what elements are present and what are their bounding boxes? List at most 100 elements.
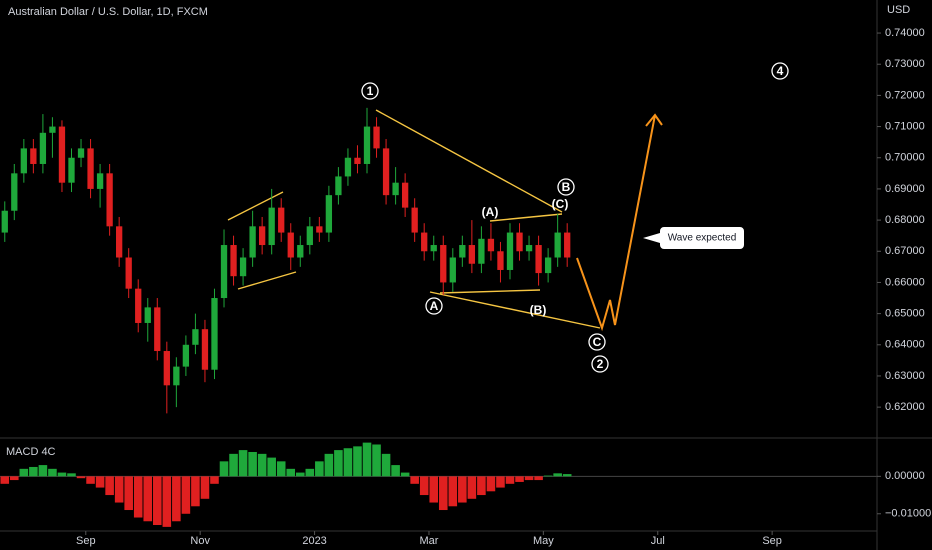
candle-body [68,157,75,183]
candle-body [96,173,104,189]
candle-body [1,210,8,233]
histogram-bar [477,476,486,496]
histogram-bar [181,476,191,514]
candle-body [354,157,361,164]
histogram-bar [229,453,238,477]
drawings [227,109,744,332]
histogram-bar [381,453,391,477]
histogram-bar [248,451,257,477]
histogram-bar [143,476,153,522]
callout-text: Wave expected [668,233,737,244]
y-tick-label: 0.00000 [885,470,925,482]
histogram-bar [276,461,286,477]
histogram-bar [95,476,105,488]
histogram-bar [486,476,496,492]
wave-label: (B) [530,303,547,317]
candle-body [440,245,447,283]
candle-body [392,182,399,196]
y-tick-label: 0.65000 [885,308,925,320]
candle-body [77,148,85,158]
trendline [237,271,297,290]
candle-body [58,126,66,183]
candle-body [516,232,523,252]
candle-body [220,245,228,299]
histogram-bar [200,476,210,499]
candle-body [316,226,323,233]
y-tick-label: −0.01000 [885,508,931,520]
wave-label: B [562,180,571,194]
candle-body [373,126,380,149]
histogram-bar [315,461,324,477]
x-tick-label: Nov [190,535,210,547]
candle-body [401,182,409,208]
projection-path [576,114,656,332]
histogram-bar [324,453,334,477]
wave-label: (C) [552,197,569,211]
candle-body [249,226,256,258]
wave-label: (A) [482,205,499,219]
candle-body [239,257,247,277]
candle-body [344,157,352,177]
histogram-bar [553,473,562,477]
unit-label: USD [887,4,910,16]
histogram-bar [353,446,362,477]
histogram-bar [48,468,57,477]
histogram-bar [38,465,48,477]
x-tick-label: Sep [762,535,782,547]
candle-body [325,195,333,233]
trendline [439,289,541,294]
wave-label: C [593,335,602,349]
y-tick-label: 0.62000 [885,401,925,413]
projection-arrow [645,113,663,127]
candle-body [363,126,371,164]
y-tick-label: 0.64000 [885,339,925,351]
y-tick-label: 0.72000 [885,89,925,101]
candle-body [259,226,266,246]
histogram-bar [505,476,515,484]
histogram-bar [286,468,296,477]
histogram-bar [57,472,67,477]
candle-body [506,232,514,270]
candle-body [335,176,342,196]
candle-body [421,232,428,252]
annotation-circle [361,82,379,100]
y-tick-label: 0.74000 [885,27,925,39]
chart-title: Australian Dollar / U.S. Dollar, 1D, FXC… [8,6,208,18]
candle-body [544,257,552,274]
candle-body [87,148,94,189]
y-tick-label: 0.66000 [885,276,925,288]
candle-body [30,148,37,164]
histogram-bar [438,476,448,511]
candle-body [411,207,418,233]
candle-body [487,238,495,252]
histogram-bar [419,476,429,496]
histogram-bar [191,476,200,507]
histogram-bar [152,476,162,526]
histogram-bar [467,476,477,499]
y-tick-label: 0.68000 [885,214,925,226]
y-tick-label: 0.63000 [885,370,925,382]
y-tick-label: 0.69000 [885,183,925,195]
histogram-bar [0,476,10,484]
candle-body [182,344,190,367]
x-tick-label: Jul [651,535,665,547]
candle-body [382,148,390,196]
histogram-bar [210,476,219,484]
candle-body [535,245,542,274]
histogram-bar [343,448,353,477]
histogram-bar [76,476,86,479]
candle-body [154,307,161,352]
candle-body [125,257,132,289]
candle-body [201,329,209,370]
annotation-circle [425,297,443,315]
trendline [489,213,563,222]
histogram-bar [524,476,534,481]
trendline [227,191,284,221]
candle-body [20,148,27,174]
x-tick-label: Sep [76,535,96,547]
histogram-bar [562,474,572,477]
histogram-bar [19,468,29,477]
candle-body [116,226,123,258]
